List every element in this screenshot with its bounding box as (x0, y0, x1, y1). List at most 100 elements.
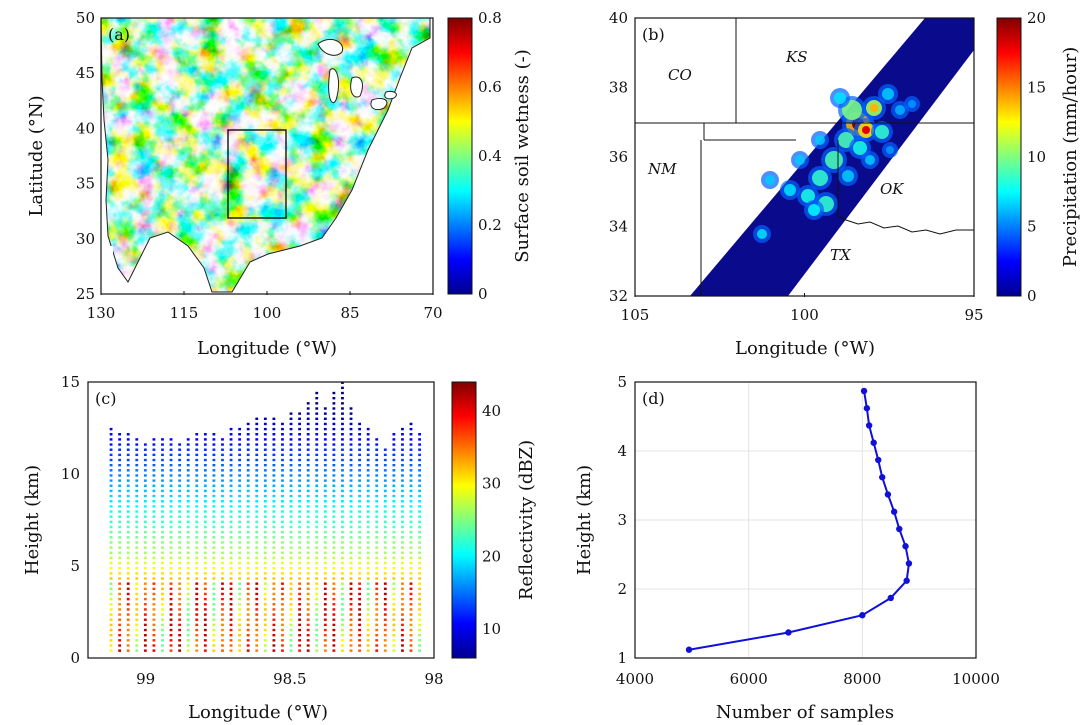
reflectivity-point (366, 443, 370, 446)
reflectivity-point (418, 628, 421, 632)
reflectivity-point (152, 587, 156, 591)
reflectivity-point (418, 438, 421, 441)
panel-b-cbar-tick: 5 (1027, 218, 1037, 236)
reflectivity-point (109, 458, 113, 462)
reflectivity-point (118, 484, 122, 487)
reflectivity-point (272, 608, 276, 611)
reflectivity-point (246, 556, 250, 560)
reflectivity-point (332, 597, 336, 601)
reflectivity-point (289, 412, 293, 415)
reflectivity-point (315, 469, 319, 472)
reflectivity-point (229, 453, 233, 457)
reflectivity-point (409, 433, 413, 436)
reflectivity-point (143, 587, 147, 591)
reflectivity-point (246, 536, 250, 539)
reflectivity-point (169, 474, 173, 477)
reflectivity-point (349, 567, 353, 570)
reflectivity-point (255, 422, 259, 426)
reflectivity-point (169, 525, 173, 529)
rain-cells (753, 84, 920, 243)
reflectivity-point (186, 448, 190, 451)
reflectivity-point (383, 469, 387, 472)
reflectivity-point (118, 551, 122, 554)
reflectivity-point (418, 618, 421, 621)
reflectivity-point (126, 433, 130, 436)
reflectivity-point (272, 618, 276, 621)
reflectivity-point (118, 613, 122, 616)
reflectivity-point (186, 469, 190, 472)
reflectivity-point (383, 582, 387, 585)
reflectivity-point (152, 603, 156, 606)
reflectivity-point (109, 505, 113, 508)
reflectivity-point (109, 608, 113, 611)
reflectivity-point (118, 474, 122, 477)
reflectivity-point (203, 644, 207, 647)
reflectivity-point (126, 541, 130, 544)
reflectivity-point (341, 427, 344, 431)
reflectivity-point (349, 546, 353, 549)
reflectivity-point (298, 536, 302, 539)
reflectivity-point (306, 567, 310, 570)
reflectivity-point (306, 469, 310, 472)
reflectivity-point (161, 458, 164, 462)
reflectivity-point (341, 494, 344, 498)
reflectivity-point (358, 613, 361, 616)
reflectivity-point (186, 489, 190, 493)
reflectivity-point (349, 458, 353, 462)
reflectivity-point (341, 649, 344, 652)
rain-cell (801, 189, 815, 203)
reflectivity-point (109, 577, 113, 580)
reflectivity-point (409, 633, 413, 637)
reflectivity-point (383, 623, 387, 627)
reflectivity-point (212, 438, 216, 441)
reflectivity-point (358, 633, 361, 637)
reflectivity-point (212, 525, 216, 529)
reflectivity-point (126, 489, 130, 493)
reflectivity-point (229, 556, 233, 560)
reflectivity-point (203, 639, 207, 642)
reflectivity-point (118, 628, 122, 632)
reflectivity-point (358, 530, 361, 534)
reflectivity-point (298, 525, 302, 529)
reflectivity-point (109, 427, 113, 431)
reflectivity-point (221, 582, 224, 585)
reflectivity-point (109, 592, 113, 596)
reflectivity-point (161, 541, 164, 544)
reflectivity-point (161, 649, 164, 652)
reflectivity-point (358, 603, 361, 606)
reflectivity-point (306, 422, 310, 426)
reflectivity-point (238, 458, 242, 462)
reflectivity-point (109, 613, 113, 616)
reflectivity-point (332, 391, 336, 395)
reflectivity-point (212, 577, 216, 580)
reflectivity-point (366, 500, 370, 503)
reflectivity-point (178, 484, 182, 487)
reflectivity-point (238, 484, 242, 487)
reflectivity-point (246, 633, 250, 637)
reflectivity-point (221, 556, 224, 560)
reflectivity-point (195, 628, 199, 632)
reflectivity-point (212, 489, 216, 493)
reflectivity-point (178, 618, 182, 621)
reflectivity-point (392, 551, 396, 554)
reflectivity-point (323, 463, 327, 467)
reflectivity-point (238, 427, 242, 431)
reflectivity-point (178, 649, 182, 652)
reflectivity-point (332, 541, 336, 544)
reflectivity-point (281, 510, 284, 513)
reflectivity-point (323, 494, 327, 498)
reflectivity-point (358, 628, 361, 632)
reflectivity-point (152, 525, 156, 529)
reflectivity-point (246, 474, 250, 477)
reflectivity-point (409, 608, 413, 611)
reflectivity-point (383, 520, 387, 524)
reflectivity-point (246, 510, 250, 513)
reflectivity-point (332, 644, 336, 647)
reflectivity-point (118, 649, 122, 652)
reflectivity-point (349, 572, 353, 575)
reflectivity-point (246, 520, 250, 524)
reflectivity-point (238, 644, 242, 647)
reflectivity-point (409, 551, 413, 554)
reflectivity-point (143, 582, 147, 585)
reflectivity-point (246, 628, 250, 632)
